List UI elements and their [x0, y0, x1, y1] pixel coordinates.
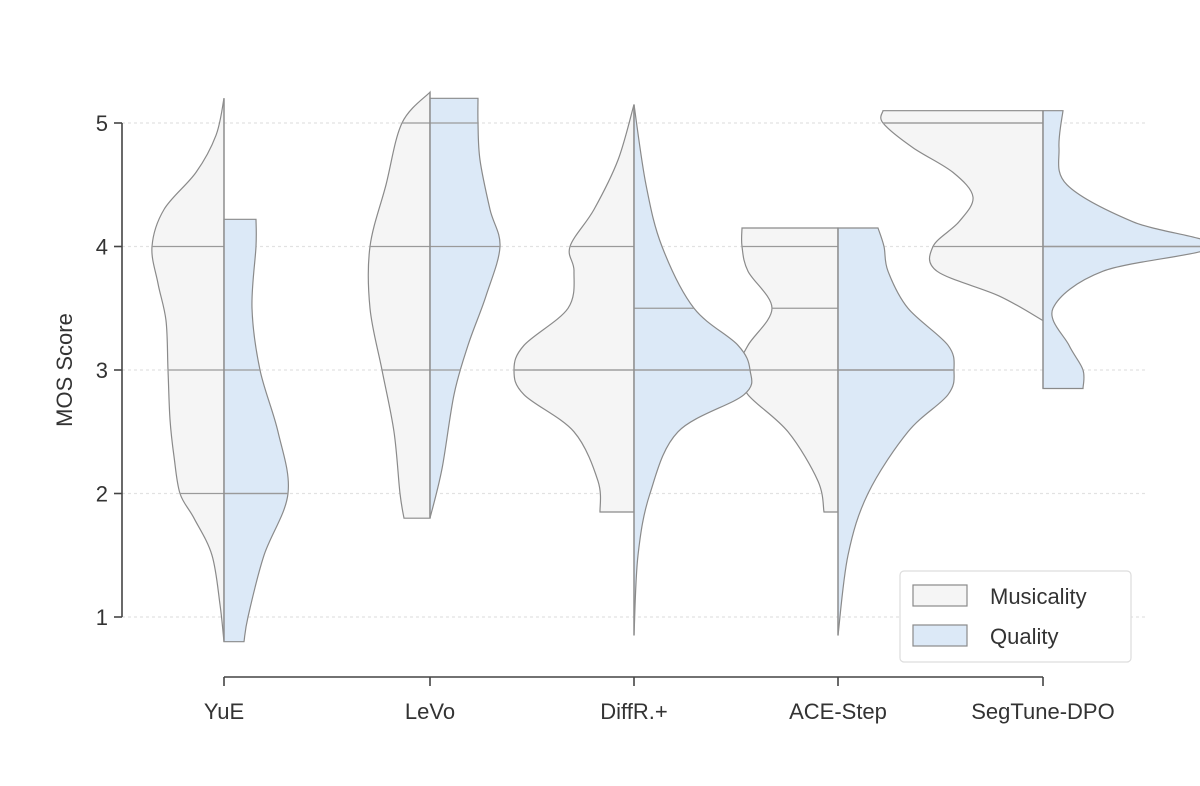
violin-layer: [151, 90, 1200, 643]
y-tick-label: 3: [96, 358, 108, 383]
y-tick-label: 2: [96, 482, 108, 507]
violin-musicality: [513, 104, 635, 513]
violin-musicality: [367, 90, 431, 519]
x-tick-label: ACE-Step: [789, 699, 887, 724]
x-tick-label: LeVo: [405, 699, 455, 724]
violin-musicality: [880, 110, 1044, 322]
legend: Musicality Quality: [899, 570, 1132, 663]
legend-swatch-musicality: [912, 584, 968, 607]
x-tick-label: DiffR.+: [600, 699, 667, 724]
y-tick-label: 1: [96, 605, 108, 630]
x-tick-label: YuE: [204, 699, 244, 724]
violin-quality: [223, 218, 290, 643]
y-tick-label: 4: [96, 235, 108, 260]
axis-layer: 1 2 3 4 5 YuE LeVo DiffR.+ ACE-Step SegTune-DPO: [96, 111, 1115, 724]
legend-label-quality: Quality: [990, 624, 1058, 649]
violin-quality: [1042, 110, 1200, 390]
violin-quality: [429, 97, 501, 519]
legend-swatch-quality: [912, 624, 968, 647]
x-tick-label: SegTune-DPO: [971, 699, 1114, 724]
legend-label-musicality: Musicality: [990, 584, 1087, 609]
y-axis-title: MOS Score: [52, 313, 77, 427]
y-tick-label: 5: [96, 111, 108, 136]
